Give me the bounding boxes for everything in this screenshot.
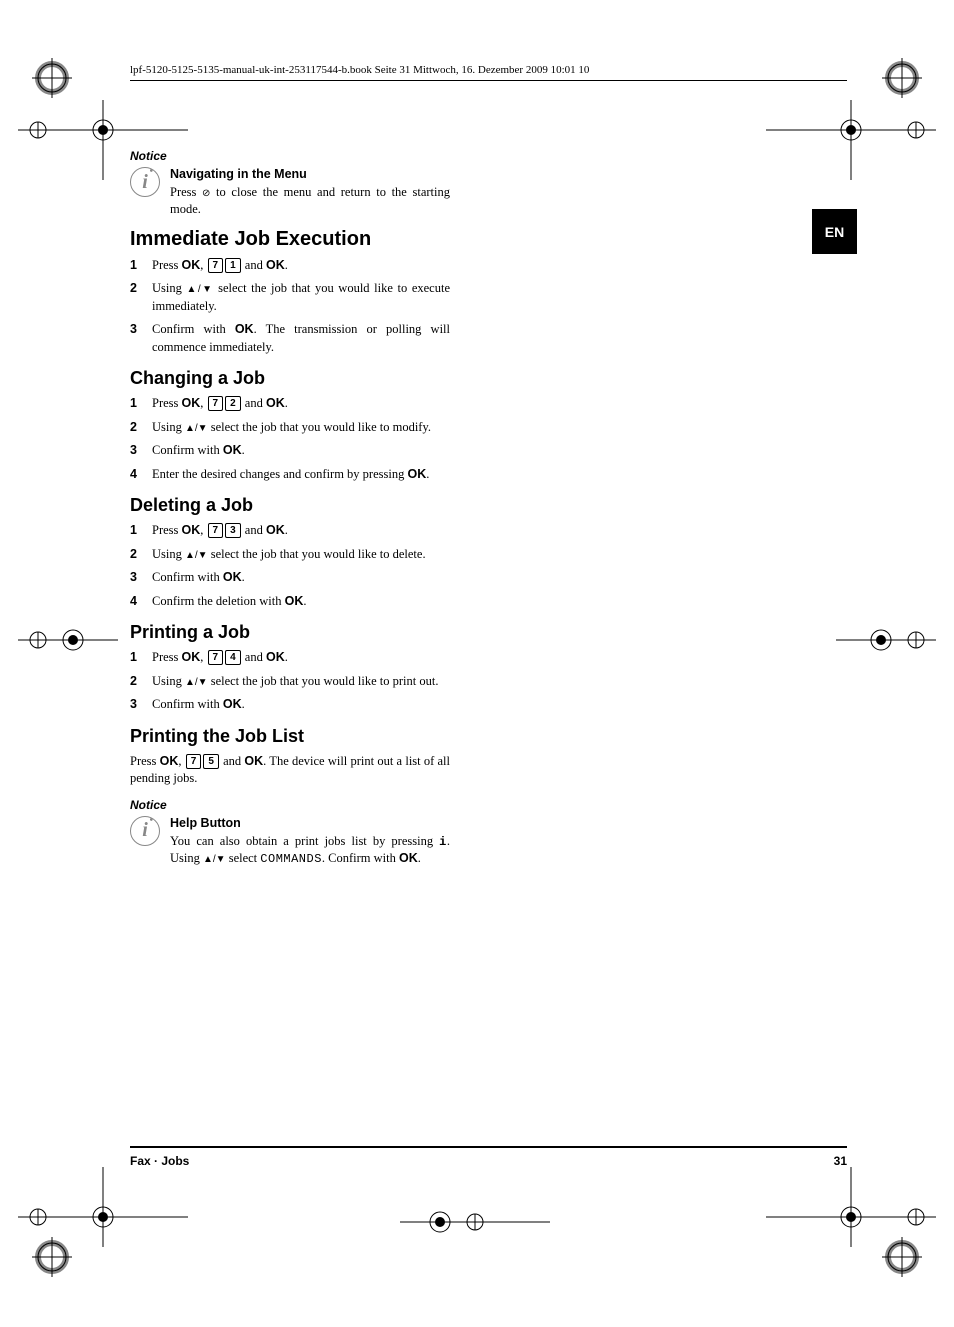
notice-label: Notice xyxy=(130,798,450,812)
notice-navigating: i Navigating in the Menu Press ⊘ to clos… xyxy=(130,167,450,218)
arrow-keys-icon: ▲/▼ xyxy=(203,854,226,865)
heading-immediate: Immediate Job Execution xyxy=(130,228,450,251)
language-tab: EN xyxy=(812,209,857,254)
arrow-keys-icon: ▲/▼ xyxy=(185,677,208,688)
info-icon: i xyxy=(130,167,160,197)
steps-immediate: Press OK, 71 and OK. Using ▲/▼ select th… xyxy=(130,257,450,357)
keycap: 4 xyxy=(225,650,241,665)
arrow-keys-icon: ▲/▼ xyxy=(185,550,208,561)
notice-text: Press ⊘ to close the menu and return to … xyxy=(170,184,450,218)
keycap: 3 xyxy=(225,523,241,538)
heading-printing: Printing a Job xyxy=(130,622,450,643)
info-icon: i xyxy=(130,816,160,846)
keycap: 7 xyxy=(208,650,224,665)
arrow-keys-icon: ▲/▼ xyxy=(185,423,208,434)
notice-text: You can also obtain a print jobs list by… xyxy=(170,833,450,867)
heading-changing: Changing a Job xyxy=(130,368,450,389)
keycap: 1 xyxy=(225,258,241,273)
joblist-text: Press OK, 75 and OK. The device will pri… xyxy=(130,753,450,788)
steps-printing: Press OK, 74 and OK. Using ▲/▼ select th… xyxy=(130,649,450,714)
keycap: 2 xyxy=(225,396,241,411)
keycap: 5 xyxy=(203,754,219,769)
crosshair-mid-left xyxy=(18,610,118,670)
notice-title: Navigating in the Menu xyxy=(170,167,450,181)
keycap: 7 xyxy=(186,754,202,769)
page-footer: Fax · Jobs 31 xyxy=(130,1146,847,1168)
notice-help-button: i Help Button You can also obtain a prin… xyxy=(130,816,450,867)
heading-joblist: Printing the Job List xyxy=(130,726,450,747)
crosshair-bottom-center xyxy=(400,1167,550,1247)
arrow-keys-icon: ▲/▼ xyxy=(186,284,213,295)
notice-label: Notice xyxy=(130,149,450,163)
keycap: 7 xyxy=(208,396,224,411)
heading-deleting: Deleting a Job xyxy=(130,495,450,516)
keycap: 7 xyxy=(208,258,224,273)
steps-deleting: Press OK, 73 and OK. Using ▲/▼ select th… xyxy=(130,522,450,610)
running-head: lpf-5120-5125-5135-manual-uk-int-2531175… xyxy=(130,64,847,76)
page-number: 31 xyxy=(834,1154,847,1168)
footer-section: Fax · Jobs xyxy=(130,1154,189,1168)
header-rule xyxy=(130,80,847,81)
lcd-text: COMMANDS xyxy=(260,852,322,866)
keycap: 7 xyxy=(208,523,224,538)
steps-changing: Press OK, 72 and OK. Using ▲/▼ select th… xyxy=(130,395,450,483)
crosshair-mid-right xyxy=(836,610,936,670)
notice-title: Help Button xyxy=(170,816,450,830)
i-key-icon: i xyxy=(439,835,447,849)
